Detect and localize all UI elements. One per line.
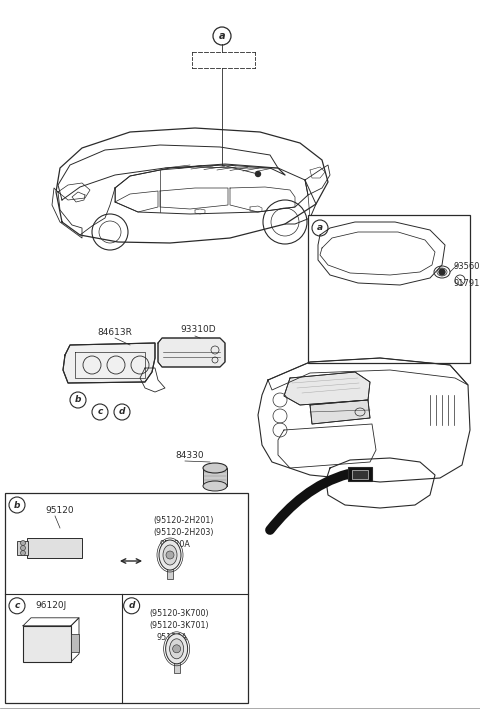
Ellipse shape	[166, 634, 188, 664]
Text: (95120-3K701): (95120-3K701)	[150, 621, 209, 630]
FancyBboxPatch shape	[174, 661, 180, 673]
Ellipse shape	[203, 481, 227, 491]
Text: (95120-2H201): (95120-2H201)	[153, 516, 214, 525]
FancyBboxPatch shape	[308, 215, 470, 363]
Ellipse shape	[163, 545, 177, 565]
Text: a: a	[317, 223, 323, 232]
Text: (95120-2H203): (95120-2H203)	[153, 528, 214, 537]
Polygon shape	[63, 343, 155, 383]
Text: 84613R: 84613R	[97, 328, 132, 337]
Text: 93310D: 93310D	[180, 325, 216, 334]
Ellipse shape	[159, 540, 181, 570]
Polygon shape	[23, 617, 79, 626]
FancyBboxPatch shape	[71, 634, 79, 652]
Circle shape	[439, 269, 445, 275]
Polygon shape	[310, 400, 370, 424]
Text: c: c	[97, 408, 103, 416]
FancyBboxPatch shape	[203, 468, 227, 486]
Polygon shape	[158, 338, 225, 367]
Polygon shape	[71, 617, 79, 662]
FancyBboxPatch shape	[17, 541, 28, 555]
Text: 93560: 93560	[454, 262, 480, 271]
FancyBboxPatch shape	[27, 538, 82, 558]
Ellipse shape	[203, 463, 227, 473]
Text: 84330: 84330	[175, 451, 204, 460]
Text: 91791: 91791	[454, 279, 480, 288]
Text: (95120-3K700): (95120-3K700)	[150, 609, 209, 617]
Text: 96120J: 96120J	[35, 601, 66, 610]
Circle shape	[166, 551, 174, 559]
Text: 95120A: 95120A	[156, 633, 188, 642]
FancyBboxPatch shape	[167, 567, 173, 579]
Text: b: b	[75, 396, 81, 404]
FancyBboxPatch shape	[352, 470, 368, 479]
Polygon shape	[284, 372, 370, 405]
Circle shape	[21, 545, 25, 550]
Text: 95120A: 95120A	[160, 540, 191, 549]
Text: b: b	[14, 501, 20, 510]
Text: c: c	[14, 601, 20, 610]
Text: a: a	[219, 31, 225, 41]
Text: d: d	[128, 601, 135, 610]
Circle shape	[21, 550, 25, 555]
Circle shape	[21, 540, 25, 545]
Circle shape	[173, 645, 180, 653]
Circle shape	[255, 172, 261, 177]
Ellipse shape	[169, 639, 184, 659]
Text: d: d	[119, 408, 125, 416]
FancyBboxPatch shape	[5, 493, 248, 703]
Text: 95120: 95120	[45, 506, 73, 515]
FancyBboxPatch shape	[23, 626, 71, 662]
FancyBboxPatch shape	[348, 467, 372, 481]
